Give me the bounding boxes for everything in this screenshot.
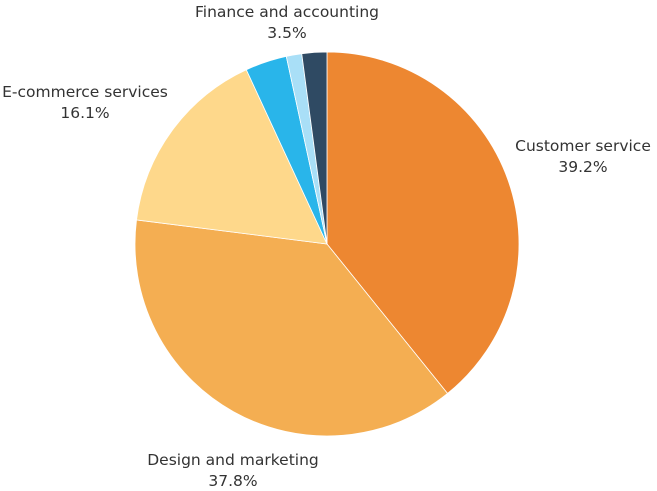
value-design-and-marketing: 37.8% [208, 472, 257, 490]
label-finance-and-accounting: Finance and accounting [195, 3, 379, 21]
value-customer-service: 39.2% [558, 158, 607, 176]
slice-unlabeled-5 [301, 51, 328, 245]
value-e-commerce-services: 16.1% [60, 104, 109, 122]
label-e-commerce-services: E-commerce services [2, 83, 168, 101]
pie-slices [134, 51, 520, 437]
slice-customer-service [326, 51, 520, 395]
slice-design-and-marketing [134, 219, 449, 437]
label-design-and-marketing: Design and marketing [147, 451, 319, 469]
label-customer-service: Customer service [515, 137, 651, 155]
value-finance-and-accounting: 3.5% [267, 24, 306, 42]
slice-e-commerce-services [136, 69, 328, 245]
